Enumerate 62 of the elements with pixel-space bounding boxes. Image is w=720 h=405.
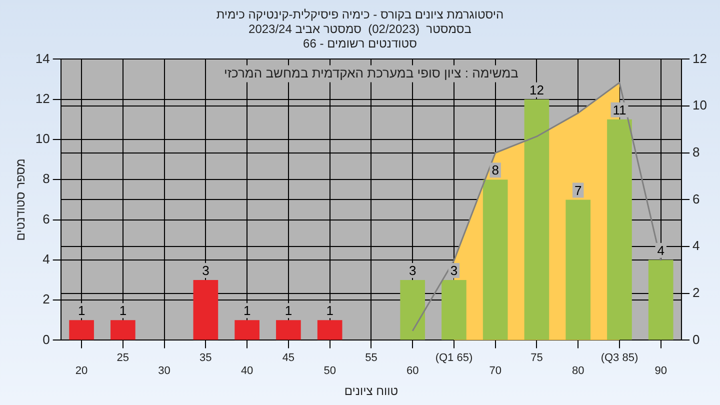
text: בסמסטר (02/2023) סמסטר אביב 2023/24 [248,22,472,36]
data-label: 1 [78,303,86,318]
bar [607,119,632,340]
y-tick-label: 8 [42,171,50,186]
data-label: 1 [326,303,334,318]
bar [566,200,591,340]
y2-tick-label: 12 [692,50,708,66]
y-tick-label: 10 [35,131,50,146]
y-tick-label: 14 [35,50,50,66]
x-tick-label: 75 [530,352,543,364]
bar [234,320,260,340]
data-label: 3 [450,263,458,278]
x-tick-label: 50 [324,365,336,378]
annotation: במשימה : ציון סופי במערכת האקדמית במחשב המרכזי [224,65,519,80]
y-axis-title: מספר סטודנטים [14,158,28,241]
x-tick-label: 40 [240,365,254,378]
y2-tick-label: 10 [692,98,708,113]
data-label: 4 [657,242,664,258]
x-tick-label: 55 [365,352,378,364]
data-label: 3 [408,263,416,278]
y2-tick-label: 6 [692,191,700,206]
data-label: 1 [119,303,127,318]
bar [193,280,218,340]
x-tick-label: (Q1 65) [435,352,473,364]
x-tick-label: 20 [75,365,88,378]
y-tick-label: 0 [42,332,50,347]
x-tick-label: 80 [572,365,584,378]
text: סטודנטים רשומים - 66 [303,36,417,50]
y-tick-label: 6 [42,211,50,226]
x-tick-label: 30 [158,365,170,378]
y2-tick-label: 2 [692,284,700,300]
x-tick-label: 70 [489,365,502,378]
y-tick-label: 4 [42,251,50,266]
x-tick-label: (Q3 85) [600,352,638,364]
bar [69,320,94,340]
data-label: 11 [612,102,626,118]
y-tick-label: 2 [42,292,50,307]
bar [276,320,301,340]
data-label: 1 [284,303,292,318]
x-tick-label: 90 [654,365,667,378]
bar [317,320,342,340]
bar [442,280,466,340]
y-tick-label: 12 [35,90,50,106]
bar [524,99,550,340]
y2-tick-label: 4 [692,238,700,254]
x-tick-label: 60 [406,365,419,378]
bar [110,320,136,340]
text: היסטוגרמת ציונים בקורס - כימיה פיסיקלית-קינטיקה כימית [216,8,504,22]
x-tick-label: 25 [116,352,130,364]
data-label: 3 [202,263,210,278]
data-label: 1 [243,303,251,318]
bar [482,180,508,340]
bar [648,260,674,340]
x-axis-title: טווח ציונים [344,384,398,398]
x-tick-label: 45 [282,352,295,364]
x-tick-label: 35 [200,352,212,364]
data-label: 12 [529,82,544,98]
data-label: 8 [492,162,499,178]
data-label: 7 [574,182,582,198]
bar [400,280,425,340]
y2-tick-label: 0 [692,332,700,347]
y2-tick-label: 8 [692,144,700,160]
